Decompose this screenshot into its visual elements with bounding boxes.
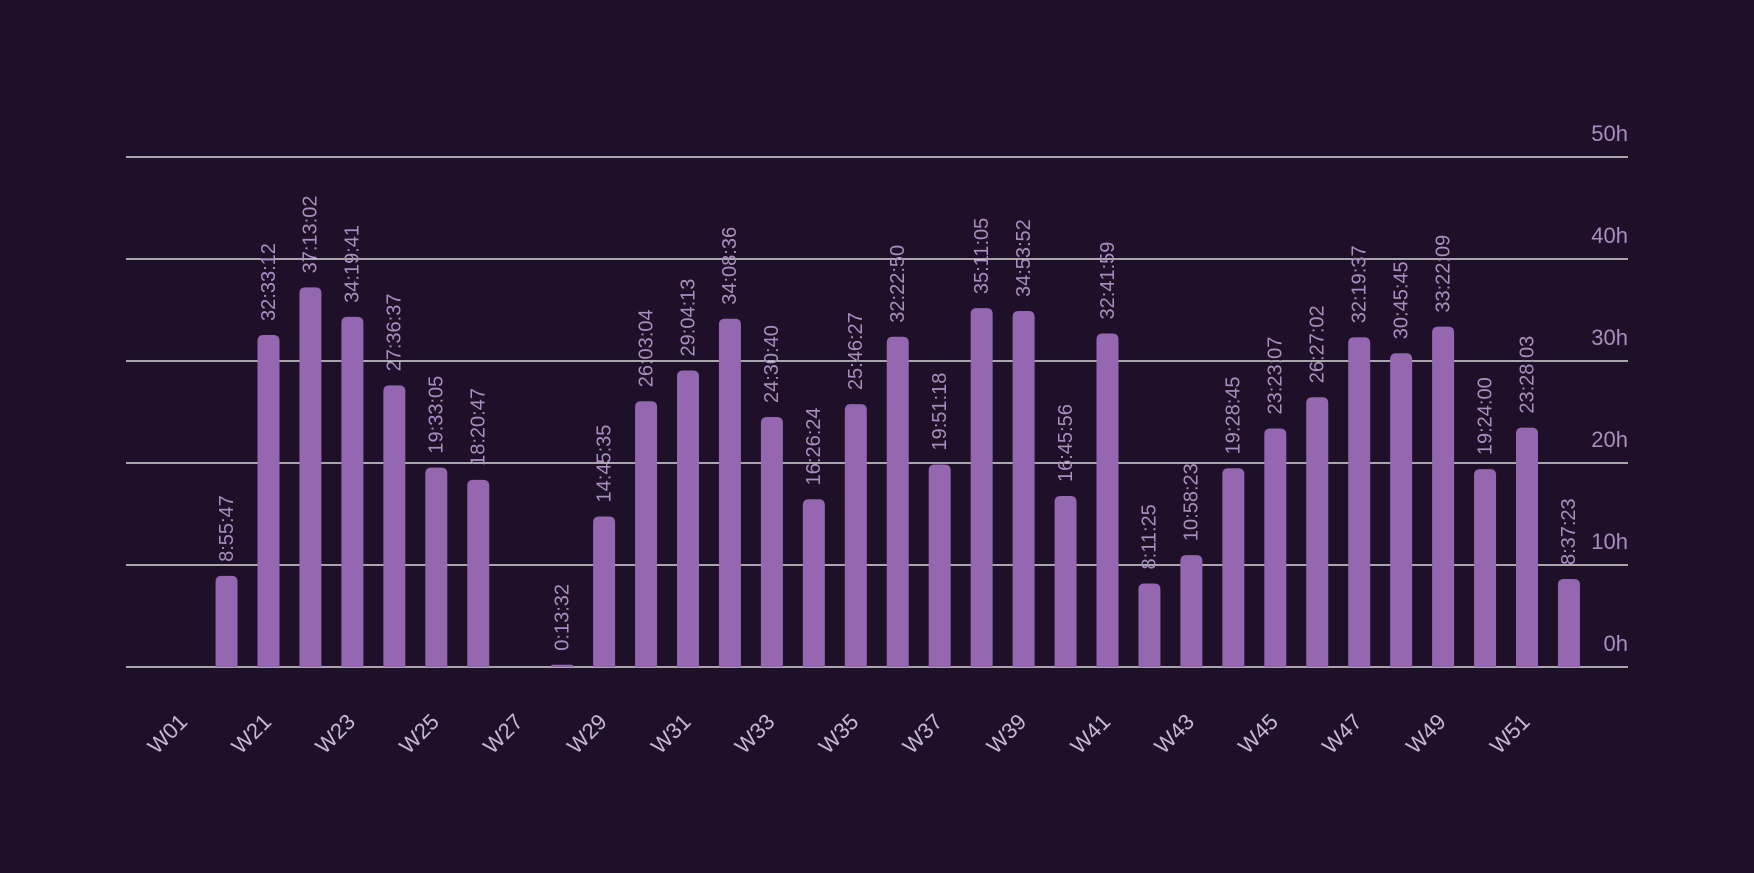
bar (1138, 583, 1161, 667)
value-label: 37:13:02 (300, 196, 322, 274)
value-label: 19:24:00 (1474, 377, 1496, 455)
bar (1306, 397, 1329, 667)
bar (677, 370, 699, 667)
y-tick-label: 40h (1591, 223, 1628, 248)
value-label: 19:51:18 (929, 373, 951, 451)
bar (844, 404, 867, 667)
value-label: 8:11:25 (1139, 504, 1161, 569)
value-label: 0:13:32 (551, 584, 573, 651)
value-label: 16:45:56 (1055, 404, 1077, 482)
bar (1474, 469, 1497, 667)
bar (467, 479, 490, 667)
bar (1348, 337, 1371, 667)
y-tick-label: 20h (1591, 427, 1628, 452)
value-label: 33:22:09 (1432, 235, 1454, 313)
bar (341, 316, 364, 667)
bar (1180, 555, 1203, 667)
bar (1054, 495, 1077, 667)
bar (802, 499, 825, 667)
bar (593, 516, 616, 667)
y-tick-label: 50h (1591, 121, 1628, 146)
value-label: 26:27:02 (1307, 305, 1329, 383)
value-label: 19:28:45 (1223, 376, 1245, 454)
value-label: 23:28:03 (1516, 336, 1538, 414)
value-label: 35:11:05 (971, 218, 993, 294)
bar (718, 318, 741, 667)
value-label: 32:22:50 (887, 245, 909, 323)
value-label: 16:26:24 (803, 407, 825, 485)
value-label: 32:41:59 (1097, 242, 1119, 320)
value-label: 19:33:05 (426, 376, 448, 454)
value-label: 26:03:04 (635, 309, 657, 387)
value-label: 23:23:07 (1265, 337, 1287, 415)
value-label: 30:45:45 (1390, 261, 1412, 339)
value-label: 8:37:23 (1558, 498, 1580, 565)
bar (928, 464, 951, 667)
bar (1012, 311, 1035, 667)
bar (1516, 427, 1538, 667)
bar (257, 334, 280, 667)
bar (383, 385, 406, 667)
value-label: 24:30:40 (761, 325, 783, 403)
bar (1096, 333, 1119, 667)
bar (551, 664, 574, 667)
bar (215, 575, 238, 667)
value-label: 10:58:23 (1181, 463, 1203, 541)
value-label: 34:19:41 (342, 225, 364, 303)
bar (1264, 428, 1287, 667)
bar (299, 287, 322, 667)
bar (1222, 468, 1245, 667)
bar (635, 401, 658, 667)
y-tick-label: 30h (1591, 325, 1628, 350)
value-label: 29:04:13 (677, 279, 699, 357)
value-label: 14:45:35 (593, 425, 615, 503)
value-label: 34:53:52 (1013, 219, 1035, 297)
bar (760, 416, 783, 667)
value-label: 27:36:37 (384, 294, 406, 372)
value-label: 8:55:47 (216, 495, 238, 562)
bar (970, 308, 993, 667)
value-label: 25:46:27 (845, 312, 867, 390)
y-tick-label: 0h (1604, 631, 1628, 656)
y-tick-label: 10h (1591, 529, 1628, 554)
value-label: 32:33:12 (258, 243, 280, 321)
bar (1390, 353, 1413, 667)
bar (425, 467, 448, 667)
bar (1432, 326, 1455, 667)
value-label: 34:08:36 (719, 227, 741, 305)
bar (886, 336, 909, 667)
value-label: 32:19:37 (1348, 245, 1370, 323)
value-label: 18:20:47 (468, 388, 490, 466)
bar (1557, 579, 1580, 667)
